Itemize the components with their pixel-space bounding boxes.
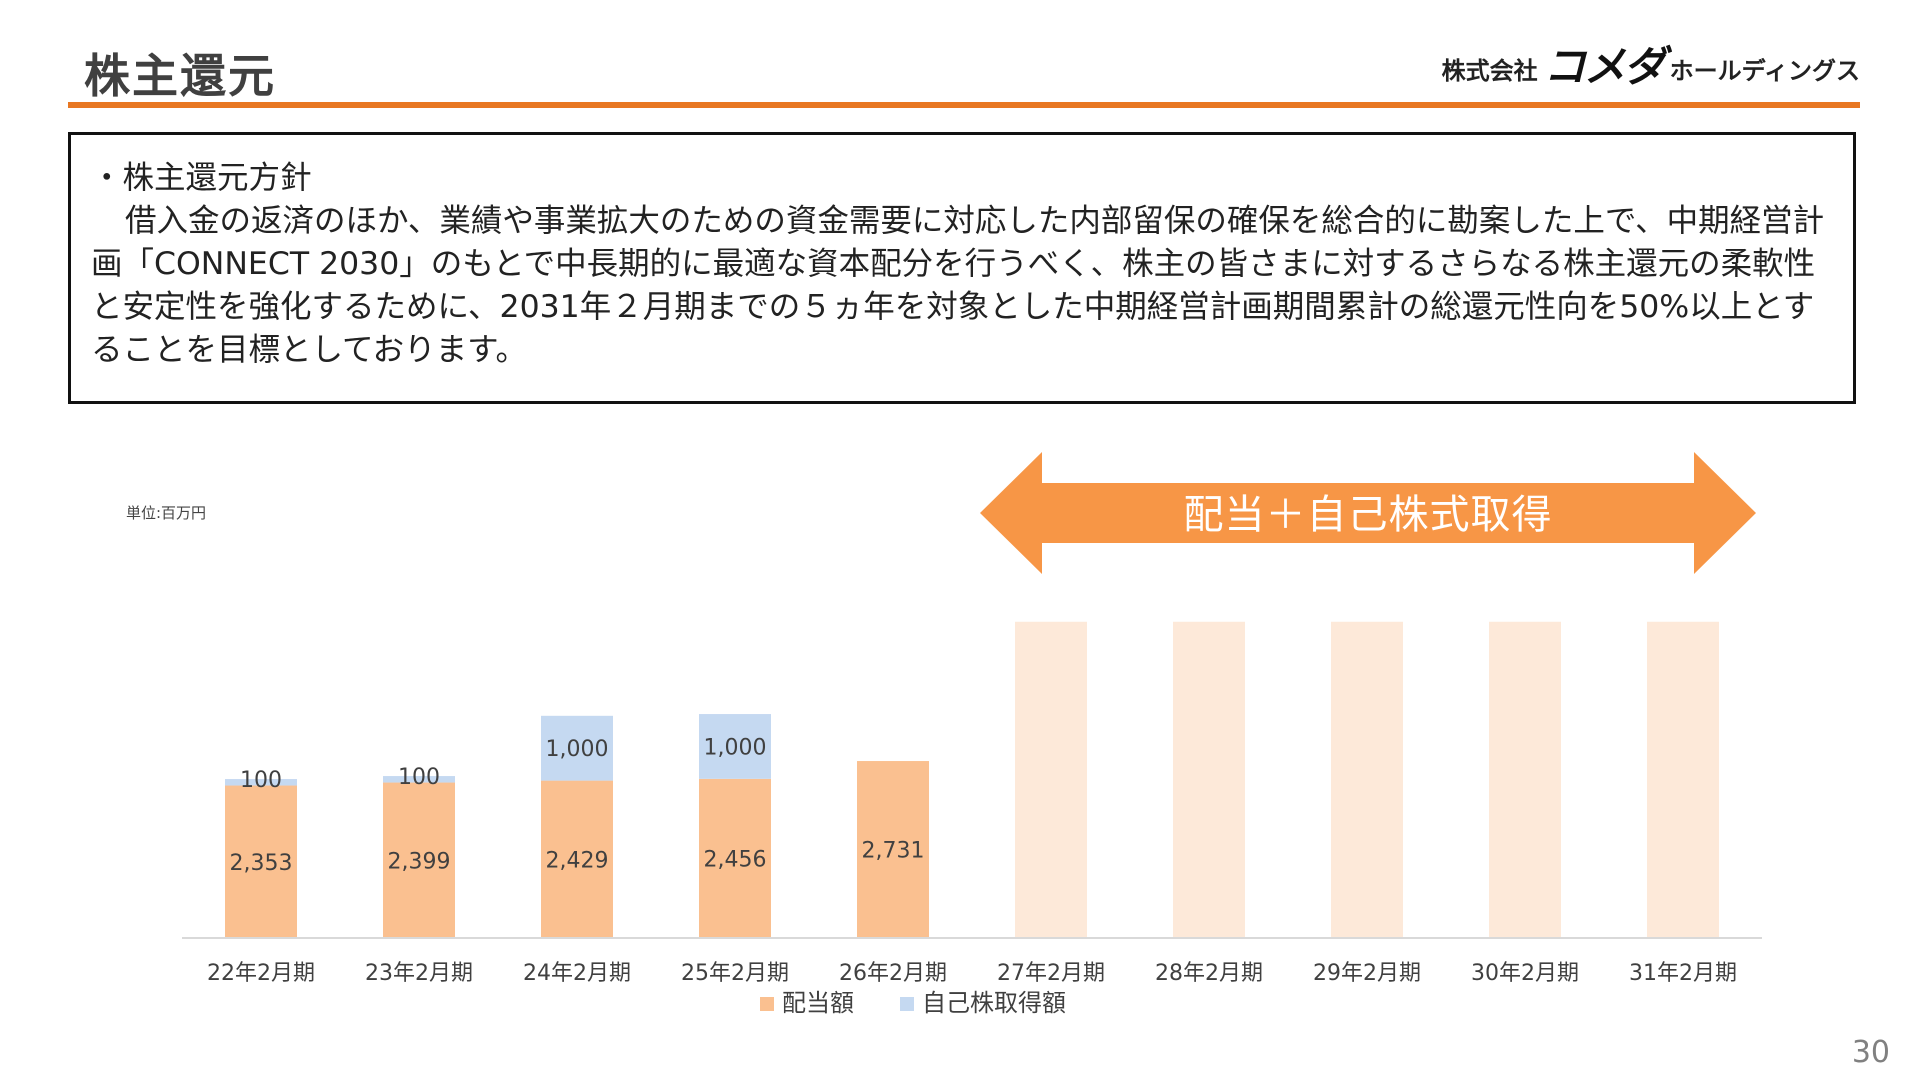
bar-placeholder-8 [1489,621,1561,938]
logo-prefix: 株式会社 [1441,57,1538,85]
x-tick-label-4: 26年2月期 [839,961,947,986]
x-tick-label-0: 22年2月期 [207,961,315,986]
x-tick-label-6: 28年2月期 [1155,961,1263,986]
bar-buyback-3 [699,714,771,779]
legend-label-1: 自己株取得額 [922,989,1066,1017]
title-rule [68,102,1860,108]
bar-dividend-4 [857,761,929,938]
bar-buyback-0 [225,779,297,786]
double-arrow-banner [980,452,1756,574]
page-title: 株主還元 [84,49,276,103]
policy-box: ・株主還元方針 借入金の返済のほか、業績や事業拡大のための資金需要に対応した内部… [68,132,1856,404]
bar-dividend-1 [383,782,455,938]
data-label-buyback-2: 1,000 [546,737,609,762]
legend-label-0: 配当額 [782,989,854,1017]
x-tick-label-1: 23年2月期 [365,961,473,986]
bar-chart: 2,353 100 22年2月期 2,399 100 23年2月期 2,429 1,000 24… [182,621,1762,1017]
bar-dividend-0 [225,785,297,938]
bar-dividend-3 [699,778,771,938]
bar-placeholder-7 [1331,621,1403,938]
data-label-dividend-3: 2,456 [704,847,767,872]
data-label-buyback-1: 100 [398,765,440,790]
double-arrow-shape [980,452,1756,574]
x-tick-label-3: 25年2月期 [681,961,789,986]
data-label-buyback-3: 1,000 [704,735,767,760]
data-label-buyback-0: 100 [240,768,282,793]
page-number: 30 [1851,1035,1890,1070]
banner-text: 配当＋自己株式取得 [1183,492,1553,538]
logo-suffix: ホールディングス [1669,57,1860,85]
data-label-dividend-4: 2,731 [862,839,925,864]
logo-brand: コメダ [1543,42,1666,91]
unit-label: 単位:百万円 [126,504,207,522]
legend-swatch-0 [760,997,774,1011]
company-logo: 株式会社 コメダ ホールディングス [1442,44,1860,90]
data-label-dividend-0: 2,353 [230,851,293,876]
bar-placeholder-9 [1647,621,1719,938]
policy-body: 借入金の返済のほか、業績や事業拡大のための資金需要に対応した内部留保の確保を総合… [91,203,1825,368]
bar-placeholder-6 [1173,621,1245,938]
x-tick-label-2: 24年2月期 [523,961,631,986]
data-label-dividend-2: 2,429 [546,848,609,873]
legend-swatch-1 [900,997,914,1011]
x-tick-label-7: 29年2月期 [1313,961,1421,986]
bar-buyback-1 [383,776,455,783]
bar-placeholder-5 [1015,621,1087,938]
x-tick-label-9: 31年2月期 [1629,961,1737,986]
x-tick-label-5: 27年2月期 [997,961,1105,986]
bar-dividend-2 [541,780,613,938]
bar-buyback-2 [541,715,613,781]
policy-heading: ・株主還元方針 [91,160,312,196]
x-tick-label-8: 30年2月期 [1471,961,1579,986]
data-label-dividend-1: 2,399 [388,849,451,874]
